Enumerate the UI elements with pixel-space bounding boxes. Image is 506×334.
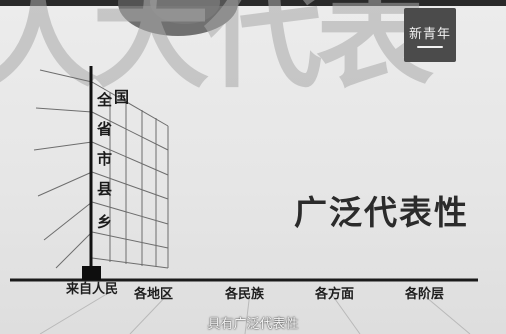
axis-base-block bbox=[82, 266, 101, 280]
category-label: 各民族 bbox=[225, 287, 265, 302]
grid-line bbox=[55, 231, 93, 269]
label-guo: 国 bbox=[114, 88, 130, 106]
subtitle-caption: 具有广泛代表性 bbox=[207, 317, 299, 332]
floor-line bbox=[419, 291, 471, 334]
floor-line bbox=[244, 291, 251, 334]
grid-line bbox=[91, 257, 169, 269]
category-label: 各地区 bbox=[134, 287, 174, 302]
floor-line bbox=[129, 291, 171, 334]
origin-label: 来自人民 bbox=[66, 282, 119, 297]
background-watermark-text: 人大代表 bbox=[0, 0, 434, 104]
grid-line bbox=[91, 201, 169, 225]
perspective-grid bbox=[33, 69, 169, 269]
category-label: 各方面 bbox=[315, 287, 355, 302]
logo-underline-mark bbox=[417, 45, 443, 48]
category-label: 各阶层 bbox=[405, 287, 445, 302]
grid-line bbox=[91, 171, 169, 200]
xinqingnian-logo: 新青年 bbox=[404, 8, 456, 62]
label-xian: 县 bbox=[97, 180, 113, 198]
grid-line bbox=[43, 201, 93, 241]
headline-text: 广泛代表性 bbox=[294, 193, 469, 232]
floor-line bbox=[329, 291, 361, 334]
grid-line bbox=[33, 141, 93, 151]
floor-line bbox=[39, 291, 111, 334]
label-sheng: 省 bbox=[97, 120, 113, 138]
label-shi: 市 bbox=[97, 150, 113, 168]
grid-line bbox=[35, 107, 93, 113]
logo-text: 新青年 bbox=[408, 26, 451, 42]
grid-line bbox=[91, 231, 169, 249]
grid-line bbox=[37, 171, 93, 197]
grid-line bbox=[91, 141, 169, 176]
floor-perspective-lines bbox=[39, 291, 471, 334]
label-xiang: 乡 bbox=[97, 213, 113, 231]
grid-line bbox=[39, 69, 93, 83]
grid-line bbox=[91, 111, 169, 151]
label-quan: 全 bbox=[97, 91, 113, 109]
top-letterbox-bar bbox=[0, 0, 506, 6]
grid-line bbox=[91, 81, 169, 127]
